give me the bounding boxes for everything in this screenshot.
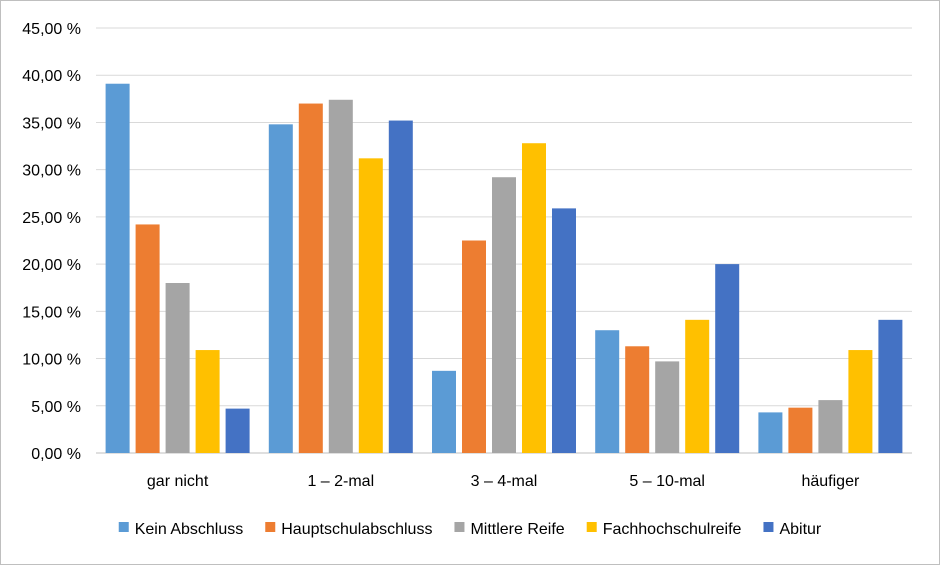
bar-kein-abschluss xyxy=(105,83,130,453)
bar-kein-abschluss xyxy=(432,370,456,453)
legend: Kein Abschluss Hauptschulabschluss Mittler… xyxy=(118,521,822,538)
y-tick-label: 35,00 % xyxy=(22,115,81,132)
bar-mittlere-reife xyxy=(655,361,680,453)
legend-label: Mittlere Reife xyxy=(470,521,564,538)
y-axis-ticks: 0,00 % 5,00 % 10,00 % 15,00 % 20,00 % 25,00 %… xyxy=(22,21,81,463)
x-tick-label: 5 – 10-mal xyxy=(629,473,705,490)
y-tick-label: 20,00 % xyxy=(22,257,81,274)
legend-swatch xyxy=(763,522,774,532)
bar-abitur xyxy=(878,319,903,453)
x-tick-label: gar nicht xyxy=(147,473,209,490)
bar-hauptschulabschluss xyxy=(135,224,160,453)
y-tick-label: 0,00 % xyxy=(31,446,81,463)
bar-abitur xyxy=(225,408,250,453)
x-axis-ticks: gar nicht 1 – 2-mal 3 – 4-mal 5 – 10-mal häu… xyxy=(147,473,860,490)
bar-kein-abschluss xyxy=(268,124,293,453)
bar-kein-abschluss xyxy=(758,412,783,453)
legend-label: Kein Abschluss xyxy=(135,521,244,538)
legend-label: Hauptschulabschluss xyxy=(281,521,432,538)
bar-hauptschulabschluss xyxy=(462,240,486,453)
bar-fachhochschulreife xyxy=(522,143,546,453)
y-tick-label: 40,00 % xyxy=(22,68,81,85)
bar-abitur xyxy=(552,208,576,453)
y-tick-label: 25,00 % xyxy=(22,210,81,227)
y-tick-label: 10,00 % xyxy=(22,352,81,369)
y-tick-label: 5,00 % xyxy=(31,399,81,416)
bar-abitur xyxy=(388,120,413,454)
bar-kein-abschluss xyxy=(595,330,620,453)
x-tick-label: häufiger xyxy=(801,473,859,490)
legend-label: Abitur xyxy=(779,521,821,538)
bar-hauptschulabschluss xyxy=(625,346,650,453)
x-tick-label: 1 – 2-mal xyxy=(307,473,374,490)
bar-fachhochschulreife xyxy=(685,319,710,453)
bar-mittlere-reife xyxy=(492,177,516,453)
x-tick-label: 3 – 4-mal xyxy=(471,473,538,490)
bar-mittlere-reife xyxy=(165,283,190,453)
bar-fachhochschulreife xyxy=(358,158,383,454)
y-tick-label: 15,00 % xyxy=(22,304,81,321)
bar-hauptschulabschluss xyxy=(788,407,813,453)
legend-label: Fachhochschulreife xyxy=(603,521,742,538)
bar-abitur xyxy=(715,264,740,453)
legend-swatch xyxy=(454,522,465,532)
bar-mittlere-reife xyxy=(328,99,353,454)
bars xyxy=(105,83,903,454)
y-tick-label: 30,00 % xyxy=(22,163,81,180)
y-tick-label: 45,00 % xyxy=(22,21,81,38)
legend-swatch xyxy=(586,522,597,532)
bar-mittlere-reife xyxy=(818,400,843,453)
bar-fachhochschulreife xyxy=(195,350,220,453)
bar-fachhochschulreife xyxy=(848,350,873,453)
legend-swatch xyxy=(118,522,129,532)
bar-hauptschulabschluss xyxy=(298,103,323,454)
legend-swatch xyxy=(265,522,276,532)
